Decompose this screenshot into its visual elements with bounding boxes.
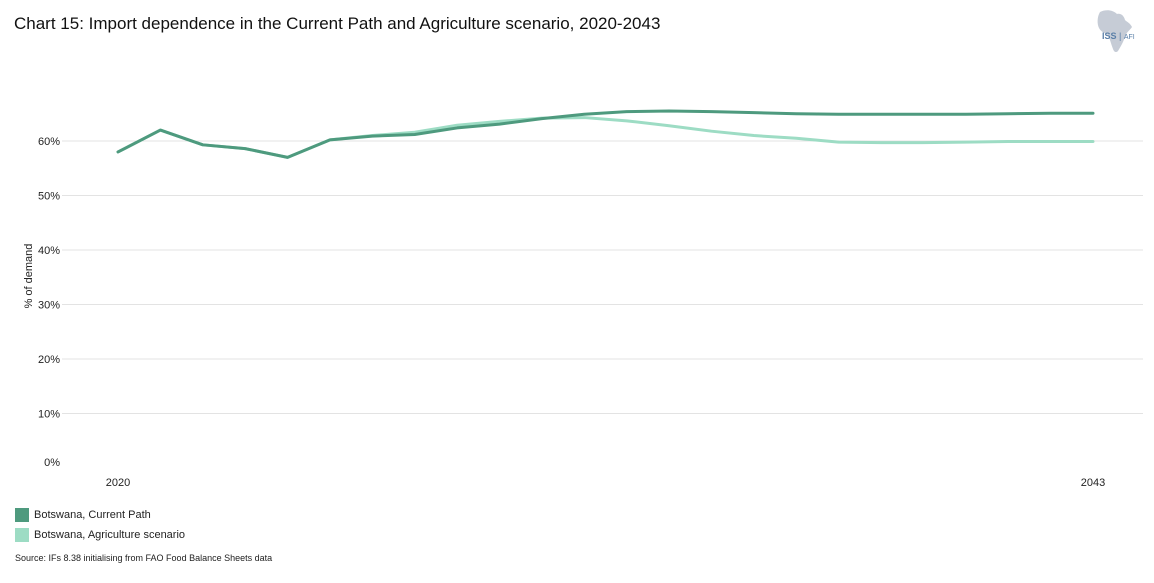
gridlines xyxy=(62,140,1143,414)
legend-label-agriculture-scenario: Botswana, Agriculture scenario xyxy=(34,529,186,541)
y-tick-label: 10% xyxy=(38,409,60,421)
y-tick-label: 0% xyxy=(44,457,60,469)
y-tick-label: 30% xyxy=(38,300,60,312)
y-axis-label: % of demand xyxy=(23,244,35,309)
series-line-botswana-current-path xyxy=(116,109,1095,159)
legend-label-current-path: Botswana, Current Path xyxy=(34,509,151,521)
logo-afi-text: AFI xyxy=(1123,34,1135,41)
logo-divider: | xyxy=(1116,31,1124,41)
y-tick-label: 40% xyxy=(38,245,60,257)
legend-item-agriculture-scenario: Botswana, Agriculture scenario xyxy=(15,528,185,542)
x-axis-ticks: 2020 2043 xyxy=(106,477,1105,489)
logo-iss-text: ISS xyxy=(1102,31,1117,41)
x-tick-label: 2043 xyxy=(1081,477,1105,489)
y-axis-ticks: 0% 10% 20% 30% 40% 50% 60% xyxy=(38,136,60,469)
chart-title: Chart 15: Import dependence in the Curre… xyxy=(14,14,661,33)
legend-swatch-agriculture-scenario xyxy=(15,528,29,542)
africa-map-logo-icon xyxy=(1097,10,1132,53)
source-note: Source: IFs 8.38 initialising from FAO F… xyxy=(15,553,273,563)
y-tick-label: 50% xyxy=(38,191,60,203)
series-lines xyxy=(116,109,1095,159)
x-tick-label: 2020 xyxy=(106,477,130,489)
legend-item-current-path: Botswana, Current Path xyxy=(15,508,151,522)
y-tick-label: 20% xyxy=(38,354,60,366)
legend-swatch-current-path xyxy=(15,508,29,522)
y-tick-label: 60% xyxy=(38,136,60,148)
logo-text: ISS | AFI xyxy=(1102,31,1135,41)
